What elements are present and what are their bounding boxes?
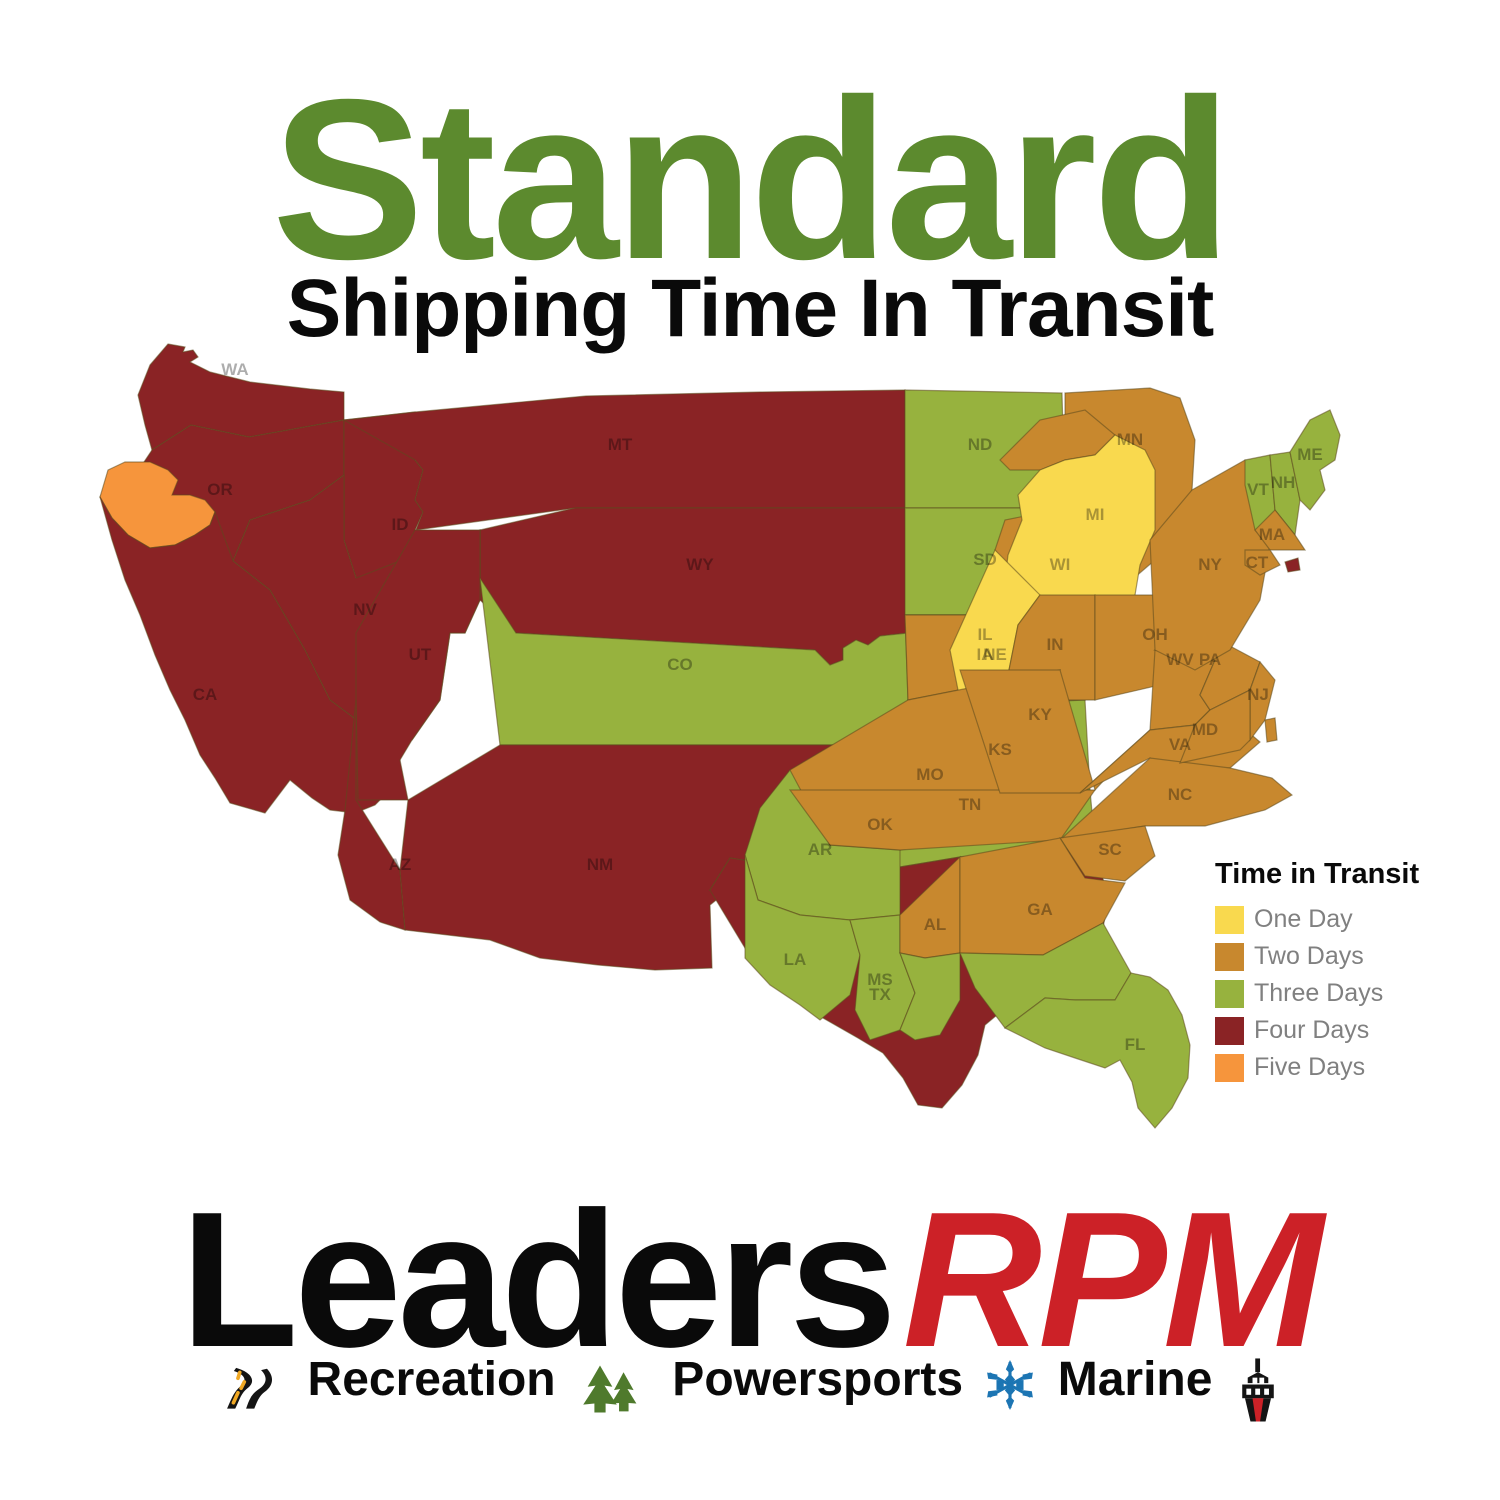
svg-text:ME: ME bbox=[1297, 445, 1323, 464]
svg-text:CO: CO bbox=[667, 655, 693, 674]
svg-text:NM: NM bbox=[587, 855, 613, 874]
svg-text:FL: FL bbox=[1125, 1035, 1146, 1054]
svg-text:CA: CA bbox=[193, 685, 218, 704]
svg-text:MI: MI bbox=[1086, 505, 1105, 524]
svg-text:WY: WY bbox=[686, 555, 714, 574]
svg-text:UT: UT bbox=[409, 645, 432, 664]
svg-text:MD: MD bbox=[1192, 720, 1218, 739]
svg-text:MS: MS bbox=[867, 970, 893, 989]
svg-text:GA: GA bbox=[1027, 900, 1053, 919]
svg-text:NH: NH bbox=[1271, 473, 1296, 492]
svg-text:MO: MO bbox=[916, 765, 943, 784]
svg-text:KY: KY bbox=[1028, 705, 1052, 724]
svg-text:TN: TN bbox=[959, 795, 982, 814]
svg-text:OK: OK bbox=[867, 815, 893, 834]
svg-text:AZ: AZ bbox=[389, 855, 412, 874]
svg-text:LA: LA bbox=[784, 950, 807, 969]
svg-text:SD: SD bbox=[973, 550, 997, 569]
svg-text:SC: SC bbox=[1098, 840, 1122, 859]
svg-text:NY: NY bbox=[1198, 555, 1222, 574]
svg-text:ND: ND bbox=[968, 435, 993, 454]
svg-text:VT: VT bbox=[1247, 480, 1269, 499]
svg-text:KS: KS bbox=[988, 740, 1012, 759]
svg-text:WA: WA bbox=[221, 360, 248, 379]
svg-text:IA: IA bbox=[977, 645, 994, 664]
svg-text:CT: CT bbox=[1246, 553, 1269, 572]
svg-text:NV: NV bbox=[353, 600, 377, 619]
svg-text:VA: VA bbox=[1169, 735, 1191, 754]
svg-text:AR: AR bbox=[808, 840, 833, 859]
svg-text:ID: ID bbox=[392, 515, 409, 534]
svg-text:OH: OH bbox=[1142, 625, 1168, 644]
svg-text:IN: IN bbox=[1047, 635, 1064, 654]
svg-text:PA: PA bbox=[1199, 650, 1221, 669]
svg-text:IL: IL bbox=[977, 625, 992, 644]
svg-text:MN: MN bbox=[1117, 430, 1143, 449]
svg-text:OR: OR bbox=[207, 480, 233, 499]
svg-text:MT: MT bbox=[608, 435, 633, 454]
svg-text:NJ: NJ bbox=[1247, 685, 1269, 704]
svg-text:WI: WI bbox=[1050, 555, 1071, 574]
svg-text:NC: NC bbox=[1168, 785, 1193, 804]
svg-text:MA: MA bbox=[1259, 525, 1285, 544]
svg-text:WV: WV bbox=[1166, 650, 1194, 669]
svg-text:AL: AL bbox=[924, 915, 947, 934]
